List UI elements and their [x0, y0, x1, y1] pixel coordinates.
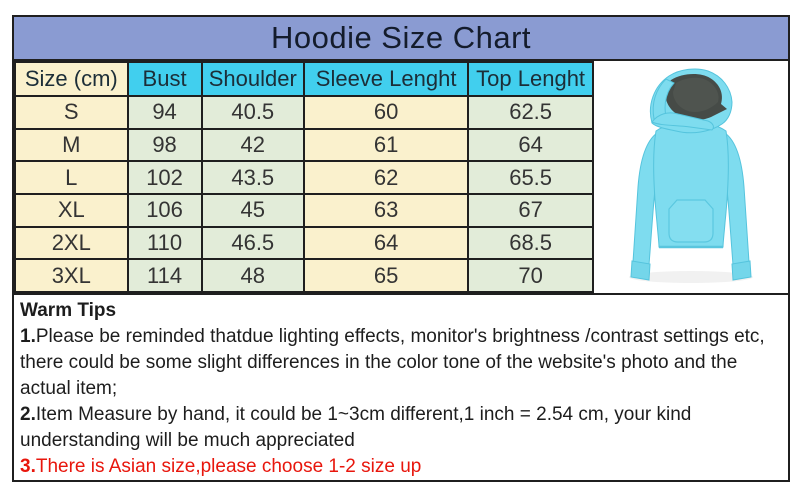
top-cell: 67 — [467, 192, 594, 228]
shoulder-cell: 42 — [200, 127, 305, 163]
size-cell: 2XL — [14, 225, 129, 261]
size-cell: S — [14, 95, 129, 130]
warm-tips-heading: Warm Tips — [20, 300, 117, 321]
tip-3: 3.There is Asian size,please choose 1-2 … — [20, 454, 780, 480]
bust-cell: 102 — [126, 160, 203, 195]
tip-3-text: There is Asian size,please choose 1-2 si… — [35, 456, 422, 477]
hoodie-image — [629, 68, 753, 283]
size-cell: 3XL — [14, 258, 129, 293]
bust-cell: 94 — [126, 95, 203, 130]
bust-cell: 106 — [126, 192, 203, 228]
bust-cell: 114 — [126, 258, 203, 293]
tip-1: 1.Please be reminded thatdue lighting ef… — [20, 324, 780, 402]
size-cell: XL — [14, 192, 129, 228]
tip-1-number: 1. — [20, 326, 36, 347]
table-row: 2XL 110 46.5 64 68.5 — [14, 225, 594, 261]
sleeve-cell: 60 — [302, 95, 470, 130]
table-row: 3XL 114 48 65 70 — [14, 258, 594, 293]
table-row: S 94 40.5 60 62.5 — [14, 95, 594, 130]
size-table: Size (cm) Bust Shoulder Sleeve Lenght To… — [14, 61, 594, 293]
header-shoulder: Shoulder — [200, 61, 305, 97]
chart-title-bar: Hoodie Size Chart — [14, 17, 788, 61]
product-image-panel — [594, 61, 788, 293]
header-top-length: Top Lenght — [467, 61, 594, 97]
sleeve-cell: 65 — [302, 258, 470, 293]
page-title: Hoodie Size Chart — [270, 20, 532, 55]
bust-cell: 110 — [126, 225, 203, 261]
sleeve-cell: 64 — [302, 225, 470, 261]
warm-tips-section: Warm Tips 1.Please be reminded thatdue l… — [14, 295, 788, 480]
size-cell: M — [14, 127, 129, 163]
table-row: XL 106 45 63 67 — [14, 192, 594, 228]
tip-2-text: Item Measure by hand, it could be 1~3cm … — [20, 404, 692, 451]
bust-cell: 98 — [126, 127, 203, 163]
top-cell: 70 — [467, 258, 594, 293]
header-size: Size (cm) — [14, 61, 129, 97]
header-bust: Bust — [126, 61, 203, 97]
chart-frame: Hoodie Size Chart Size (cm) Bust Shoulde… — [12, 15, 790, 482]
table-header-row: Size (cm) Bust Shoulder Sleeve Lenght To… — [14, 61, 594, 97]
top-cell: 65.5 — [467, 160, 594, 195]
tip-2: 2.Item Measure by hand, it could be 1~3c… — [20, 402, 780, 454]
shoulder-cell: 46.5 — [200, 225, 305, 261]
table-row: L 102 43.5 62 65.5 — [14, 160, 594, 195]
size-cell: L — [14, 160, 129, 195]
tip-3-number: 3. — [20, 456, 36, 477]
shoulder-cell: 40.5 — [200, 95, 305, 130]
chart-content: Size (cm) Bust Shoulder Sleeve Lenght To… — [14, 61, 788, 295]
table-row: M 98 42 61 64 — [14, 127, 594, 163]
tip-2-number: 2. — [20, 404, 36, 425]
shoulder-cell: 48 — [200, 258, 305, 293]
top-cell: 64 — [467, 127, 594, 163]
shoulder-cell: 45 — [200, 192, 305, 228]
tip-1-text: Please be reminded thatdue lighting effe… — [20, 326, 765, 399]
header-sleeve-length: Sleeve Lenght — [302, 61, 470, 97]
top-cell: 68.5 — [467, 225, 594, 261]
sleeve-cell: 63 — [302, 192, 470, 228]
top-cell: 62.5 — [467, 95, 594, 130]
shoulder-cell: 43.5 — [200, 160, 305, 195]
sleeve-cell: 62 — [302, 160, 470, 195]
sleeve-cell: 61 — [302, 127, 470, 163]
